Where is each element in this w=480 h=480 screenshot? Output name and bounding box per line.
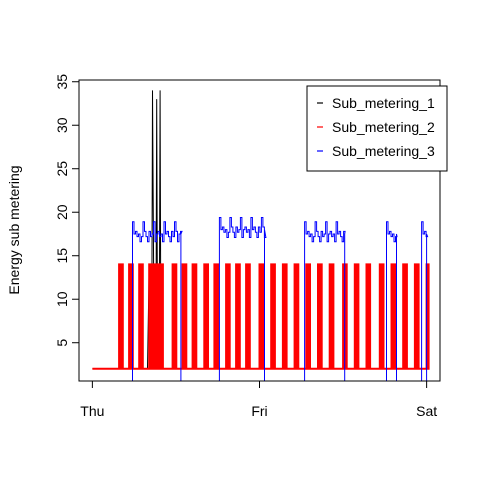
x-tick-label: Sat [416,403,437,419]
series-line-sub-metering-2 [92,263,430,370]
y-tick-label: 20 [54,204,70,220]
y-axis: 5 10 15 20 25 30 35 [54,74,80,347]
y-tick-label: 10 [54,291,70,307]
y-tick-label: 5 [54,339,70,347]
legend-label: Sub_metering_1 [332,95,435,111]
y-tick-label: 30 [54,117,70,133]
series-segment-sub-metering-3 [304,221,346,381]
x-tick-label: Thu [80,403,104,419]
x-axis: Thu Fri Sat [80,380,437,419]
series-segment-sub-metering-3 [218,217,267,381]
legend: Sub_metering_1 Sub_metering_2 Sub_metering… [306,85,448,172]
legend-box [306,85,448,172]
y-tick-label: 35 [54,74,70,90]
series-segment-sub-metering-3 [386,221,398,381]
legend-label: Sub_metering_3 [332,143,435,159]
series-layer [92,90,430,381]
legend-label: Sub_metering_2 [332,119,435,135]
y-tick-label: 15 [54,248,70,264]
series-segment-sub-metering-3 [421,221,429,381]
x-tick-label: Fri [251,403,267,419]
series-segment-sub-metering-3 [132,221,183,381]
y-axis-title: Energy sub metering [6,165,22,294]
y-tick-label: 25 [54,161,70,177]
